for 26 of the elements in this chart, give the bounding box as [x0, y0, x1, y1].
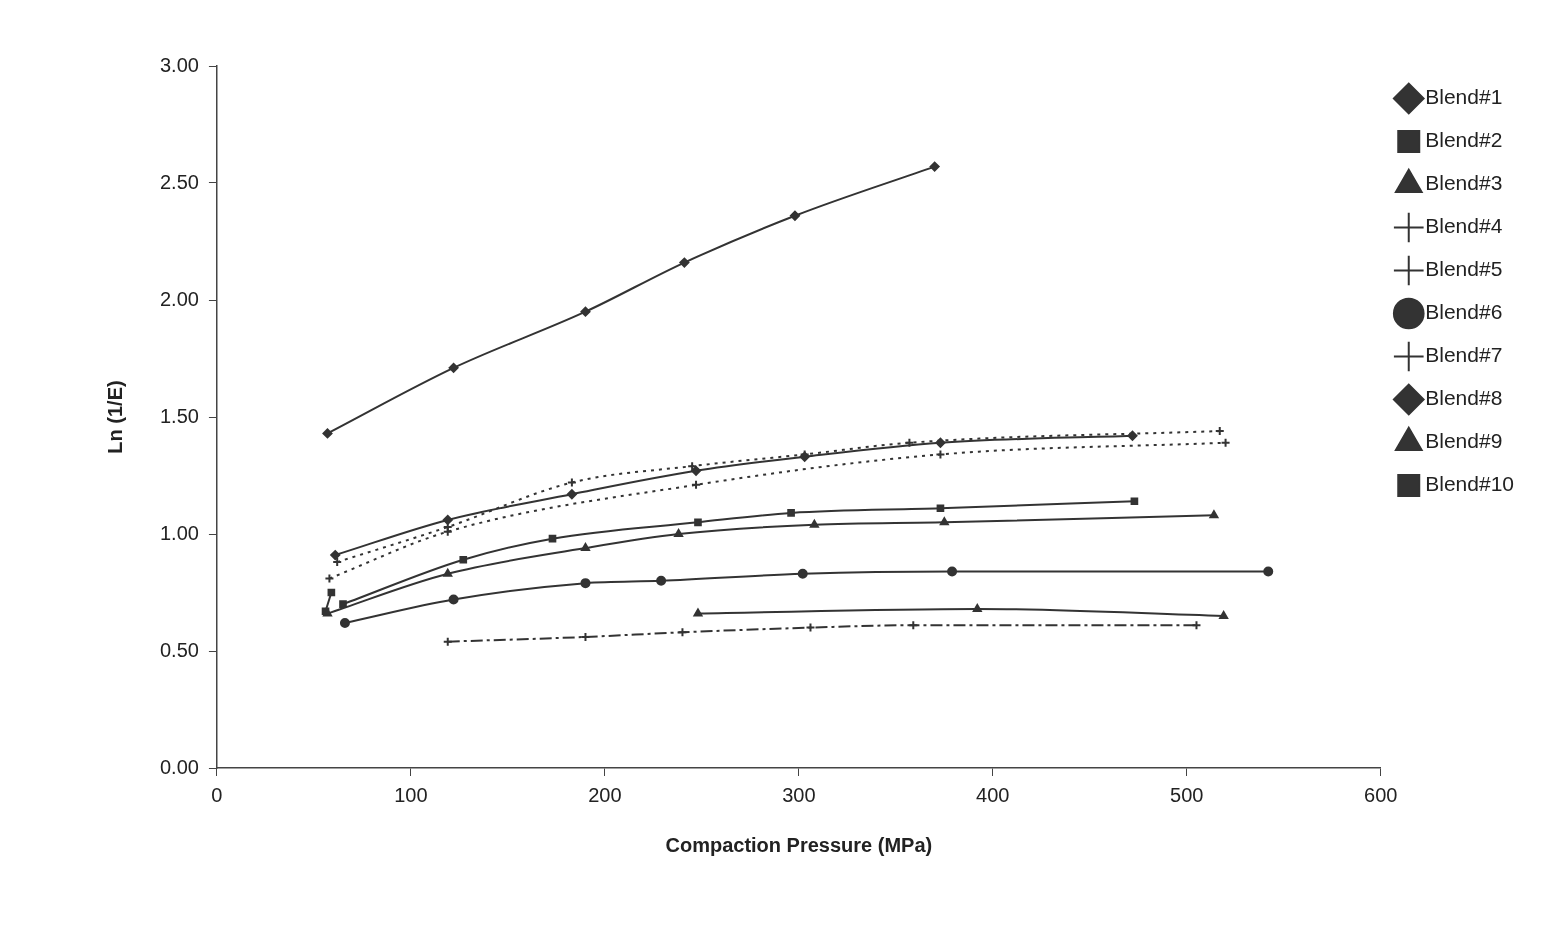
- legend-label: Blend#10: [1425, 472, 1514, 496]
- legend-label: Blend#3: [1425, 171, 1503, 195]
- y-tick-label: 1.00: [159, 521, 199, 544]
- y-tick-label: 0.50: [159, 638, 199, 661]
- x-tick-label: 500: [1170, 783, 1204, 806]
- y-axis-title: Ln (1/E): [103, 380, 126, 454]
- y-tick-label: 3.00: [159, 53, 199, 76]
- legend-label: Blend#6: [1425, 300, 1503, 324]
- x-axis-title: Compaction Pressure (MPa): [665, 833, 933, 856]
- y-tick-label: 2.50: [159, 170, 199, 193]
- x-tick-label: 200: [588, 783, 622, 806]
- x-tick-label: 100: [394, 783, 428, 806]
- legend-label: Blend#4: [1425, 214, 1503, 238]
- x-tick-label: 0: [211, 783, 223, 806]
- x-tick-label: 600: [1364, 783, 1398, 806]
- legend-label: Blend#1: [1425, 85, 1503, 109]
- y-tick-label: 1.50: [159, 404, 199, 427]
- legend-label: Blend#2: [1425, 128, 1503, 152]
- y-tick-label: 2.00: [159, 287, 199, 310]
- legend-label: Blend#8: [1425, 386, 1503, 410]
- legend-label: Blend#5: [1425, 257, 1503, 281]
- legend-label: Blend#7: [1425, 343, 1503, 367]
- x-tick-label: 300: [782, 783, 816, 806]
- legend-label: Blend#9: [1425, 429, 1503, 453]
- y-tick-label: 0.00: [159, 755, 199, 778]
- x-tick-label: 400: [976, 783, 1010, 806]
